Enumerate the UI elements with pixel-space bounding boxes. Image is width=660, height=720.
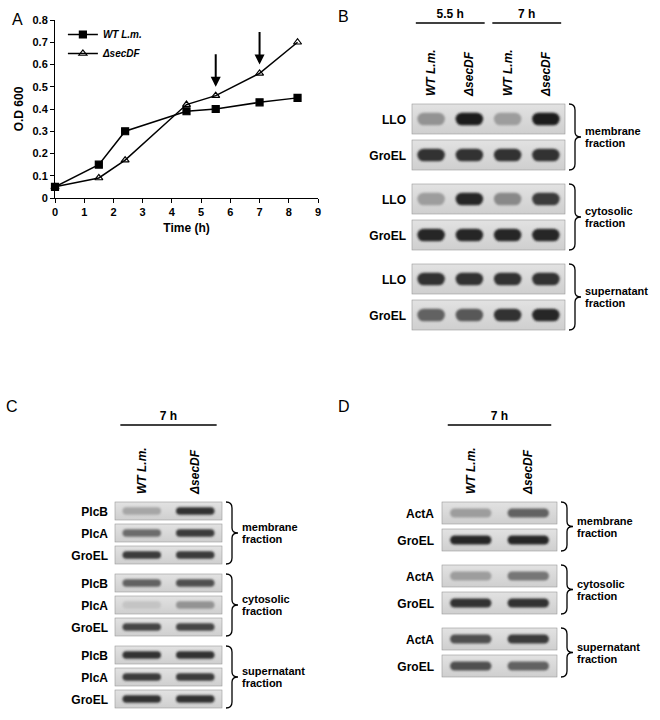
svg-text:GroEL: GroEL [369,229,406,243]
svg-text:ActA: ActA [406,507,434,521]
svg-text:3: 3 [140,206,146,218]
svg-text:0: 0 [52,206,58,218]
svg-text:8: 8 [286,206,292,218]
svg-text:0.4: 0.4 [33,103,49,115]
svg-text:GroEL: GroEL [71,693,108,707]
svg-text:PlcA: PlcA [81,671,108,685]
svg-text:O.D 600: O.D 600 [12,86,26,131]
svg-text:0.1: 0.1 [33,170,48,182]
svg-text:2: 2 [110,206,116,218]
svg-text:4: 4 [169,206,176,218]
svg-text:Time (h): Time (h) [163,221,209,235]
svg-text:GroEL: GroEL [397,660,434,674]
svg-text:membranefraction: membranefraction [585,125,641,149]
svg-text:0.6: 0.6 [33,58,48,70]
svg-text:cytosolicfraction: cytosolicfraction [242,593,290,617]
svg-text:PlcB: PlcB [81,649,108,663]
svg-text:9: 9 [315,206,321,218]
svg-text:GroEL: GroEL [369,149,406,163]
svg-text:PlcB: PlcB [81,505,108,519]
svg-text:ActA: ActA [406,570,434,584]
svg-text:ΔsecDF: ΔsecDF [462,51,476,97]
svg-text:supernatantfraction: supernatantfraction [242,665,305,689]
svg-text:ΔsecDF: ΔsecDF [102,48,141,59]
svg-text:GroEL: GroEL [369,309,406,323]
svg-text:6: 6 [227,206,233,218]
svg-text:C: C [6,398,18,415]
svg-text:LLO: LLO [382,113,406,127]
svg-text:0.8: 0.8 [33,14,48,26]
svg-text:membranefraction: membranefraction [577,515,633,539]
svg-text:ActA: ActA [406,633,434,647]
svg-text:membranefraction: membranefraction [242,521,298,545]
svg-text:cytosolicfraction: cytosolicfraction [585,205,633,229]
svg-text:PlcB: PlcB [81,577,108,591]
svg-text:WT L.m.: WT L.m. [424,49,438,96]
svg-text:7 h: 7 h [491,409,508,423]
svg-text:supernatantfraction: supernatantfraction [585,285,648,309]
svg-text:LLO: LLO [382,193,406,207]
svg-text:GroEL: GroEL [71,621,108,635]
svg-text:0: 0 [42,192,48,204]
svg-text:5: 5 [198,206,204,218]
svg-text:D: D [338,398,350,415]
svg-text:PlcA: PlcA [81,527,108,541]
svg-text:ΔsecDF: ΔsecDF [539,51,553,97]
svg-text:cytosolicfraction: cytosolicfraction [577,578,625,602]
svg-text:1: 1 [81,206,87,218]
svg-text:0.3: 0.3 [33,125,48,137]
svg-text:WT L.m.: WT L.m. [103,29,142,40]
svg-text:ΔsecDF: ΔsecDF [521,449,535,495]
svg-text:ΔsecDF: ΔsecDF [188,449,202,495]
svg-text:GroEL: GroEL [397,597,434,611]
svg-text:0.7: 0.7 [33,36,48,48]
svg-text:7 h: 7 h [160,409,177,423]
svg-text:B: B [338,8,349,25]
svg-text:7 h: 7 h [518,7,535,21]
svg-text:GroEL: GroEL [397,534,434,548]
svg-text:WT L.m.: WT L.m. [464,447,478,494]
svg-text:GroEL: GroEL [71,549,108,563]
svg-text:LLO: LLO [382,273,406,287]
svg-text:WT L.m.: WT L.m. [135,447,149,494]
svg-text:WT L.m.: WT L.m. [501,49,515,96]
svg-text:0.5: 0.5 [33,81,48,93]
svg-text:A: A [12,11,23,28]
svg-text:5.5 h: 5.5 h [437,7,464,21]
svg-text:PlcA: PlcA [81,599,108,613]
svg-text:0.2: 0.2 [33,147,48,159]
svg-text:7: 7 [256,206,262,218]
svg-text:supernatantfraction: supernatantfraction [577,641,640,665]
